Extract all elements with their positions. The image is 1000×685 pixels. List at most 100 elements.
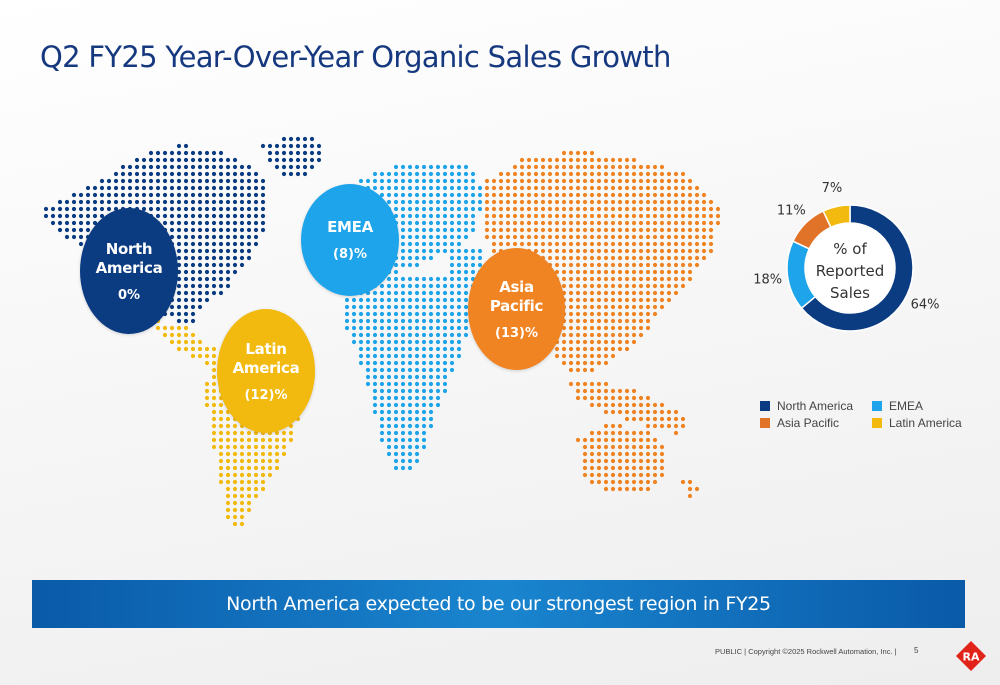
map-dot bbox=[617, 325, 623, 331]
map-dot bbox=[379, 339, 385, 345]
map-dot bbox=[393, 444, 399, 450]
map-dot bbox=[211, 430, 217, 436]
map-dot bbox=[190, 290, 196, 296]
map-dot bbox=[407, 374, 413, 380]
map-dot bbox=[575, 199, 581, 205]
map-dot bbox=[673, 283, 679, 289]
map-dot bbox=[449, 339, 455, 345]
map-dot bbox=[232, 423, 238, 429]
map-dot bbox=[428, 206, 434, 212]
map-dot bbox=[421, 367, 427, 373]
map-dot bbox=[659, 283, 665, 289]
map-dot bbox=[225, 255, 231, 261]
map-dot bbox=[617, 255, 623, 261]
map-dot bbox=[638, 297, 644, 303]
map-dot bbox=[589, 157, 595, 163]
map-dot bbox=[708, 227, 714, 233]
map-dot bbox=[645, 472, 651, 478]
map-dot bbox=[645, 304, 651, 310]
map-dot bbox=[414, 171, 420, 177]
map-dot bbox=[225, 465, 231, 471]
map-dot bbox=[708, 199, 714, 205]
map-dot bbox=[603, 164, 609, 170]
map-dot bbox=[596, 360, 602, 366]
region-name-line2: America bbox=[95, 258, 163, 277]
map-dot bbox=[547, 199, 553, 205]
map-dot bbox=[673, 423, 679, 429]
map-dot bbox=[666, 220, 672, 226]
map-dot bbox=[603, 185, 609, 191]
map-dot bbox=[582, 255, 588, 261]
map-dot bbox=[610, 276, 616, 282]
map-dot bbox=[652, 479, 658, 485]
map-dot bbox=[421, 171, 427, 177]
map-dot bbox=[568, 367, 574, 373]
map-dot bbox=[498, 241, 504, 247]
map-dot bbox=[232, 227, 238, 233]
map-dot bbox=[197, 241, 203, 247]
donut-legend: North America EMEA Asia Pacific Latin Am… bbox=[760, 399, 990, 430]
map-dot bbox=[400, 318, 406, 324]
map-dot bbox=[442, 374, 448, 380]
map-dot bbox=[421, 311, 427, 317]
map-dot bbox=[358, 332, 364, 338]
map-dot bbox=[407, 409, 413, 415]
map-dot bbox=[120, 171, 126, 177]
map-dot bbox=[624, 339, 630, 345]
map-dot bbox=[680, 248, 686, 254]
map-dot bbox=[435, 220, 441, 226]
map-dot bbox=[421, 248, 427, 254]
map-dot bbox=[176, 248, 182, 254]
map-dot bbox=[225, 248, 231, 254]
map-dot bbox=[239, 241, 245, 247]
map-dot bbox=[218, 157, 224, 163]
map-dot bbox=[547, 192, 553, 198]
map-dot bbox=[631, 171, 637, 177]
map-dot bbox=[267, 157, 273, 163]
map-dot bbox=[421, 409, 427, 415]
map-dot bbox=[456, 339, 462, 345]
map-dot bbox=[526, 220, 532, 226]
map-dot bbox=[624, 206, 630, 212]
map-dot bbox=[659, 262, 665, 268]
map-dot bbox=[470, 262, 476, 268]
map-dot bbox=[470, 220, 476, 226]
map-dot bbox=[645, 171, 651, 177]
map-dot bbox=[232, 451, 238, 457]
map-dot bbox=[232, 521, 238, 527]
map-dot bbox=[442, 213, 448, 219]
map-dot bbox=[344, 318, 350, 324]
map-dot bbox=[365, 360, 371, 366]
map-dot bbox=[631, 332, 637, 338]
map-dot bbox=[176, 255, 182, 261]
map-dot bbox=[204, 276, 210, 282]
map-dot bbox=[596, 241, 602, 247]
map-dot bbox=[232, 185, 238, 191]
map-dot bbox=[393, 458, 399, 464]
map-dot bbox=[561, 283, 567, 289]
map-dot bbox=[484, 227, 490, 233]
map-dot bbox=[666, 409, 672, 415]
map-dot bbox=[582, 437, 588, 443]
map-dot bbox=[393, 388, 399, 394]
map-dot bbox=[428, 255, 434, 261]
map-dot bbox=[204, 178, 210, 184]
map-dot bbox=[393, 192, 399, 198]
map-dot bbox=[204, 290, 210, 296]
map-dot bbox=[596, 451, 602, 457]
map-dot bbox=[491, 206, 497, 212]
map-dot bbox=[610, 444, 616, 450]
map-dot bbox=[169, 227, 175, 233]
map-dot bbox=[162, 325, 168, 331]
map-dot bbox=[624, 451, 630, 457]
map-dot bbox=[239, 206, 245, 212]
map-dot bbox=[610, 486, 616, 492]
map-dot bbox=[414, 192, 420, 198]
map-dot bbox=[421, 234, 427, 240]
map-dot bbox=[617, 339, 623, 345]
map-dot bbox=[673, 262, 679, 268]
map-dot bbox=[379, 171, 385, 177]
map-dot bbox=[141, 185, 147, 191]
map-dot bbox=[43, 206, 49, 212]
map-dot bbox=[659, 451, 665, 457]
